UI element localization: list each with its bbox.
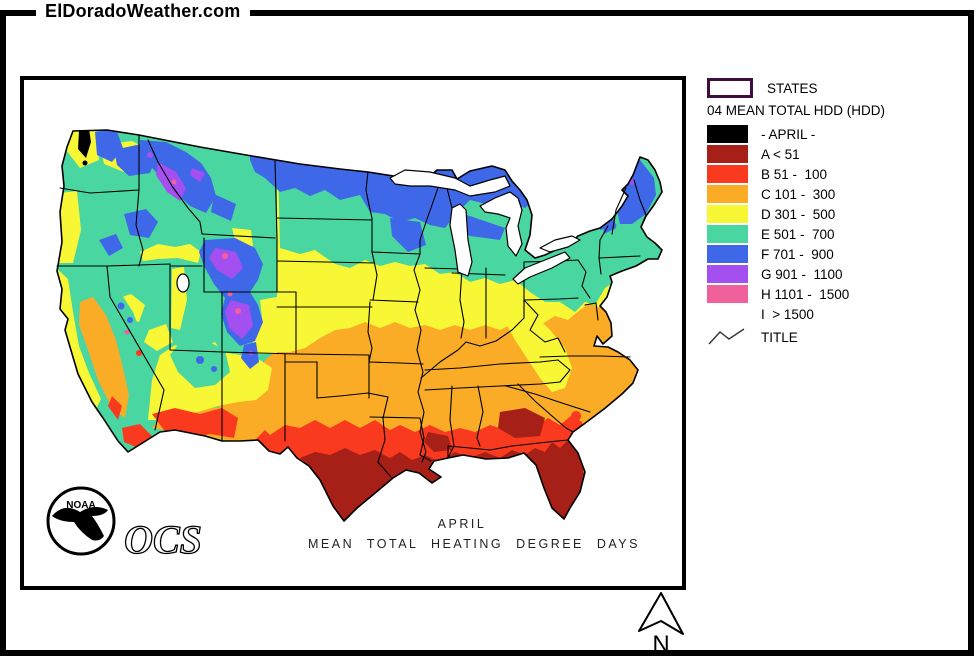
site-title[interactable]: ElDoradoWeather.com — [36, 1, 250, 22]
ocs-logo: OCS — [124, 517, 202, 562]
legend-title-symbol-row: TITLE — [707, 326, 973, 348]
legend-item-label: F 701 - 900 — [761, 246, 834, 262]
legend-item: B 51 - 100 — [707, 164, 973, 184]
legend-item-label: B 51 - 100 — [761, 166, 828, 182]
lake-michigan — [449, 203, 473, 277]
great-lakes — [176, 169, 581, 293]
north-arrow-label: N — [652, 631, 669, 658]
map-caption-title: MEAN TOTAL HEATING DEGREE DAYS — [308, 537, 640, 551]
legend-item-label: H 1101 - 1500 — [761, 286, 850, 302]
legend-title-symbol-label: TITLE — [761, 329, 798, 345]
states-box-icon — [707, 78, 753, 98]
legend-item: G 901 - 1100 — [707, 264, 973, 284]
map-caption-month: APRIL — [438, 517, 487, 531]
legend-title: 04 MEAN TOTAL HDD (HDD) — [707, 103, 886, 118]
legend-item: H 1101 - 1500 — [707, 284, 973, 304]
north-arrow: N — [638, 592, 684, 658]
legend-item-label: A < 51 — [761, 146, 800, 162]
legend-item-label: I > 1500 — [761, 306, 814, 322]
legend-swatch-icon — [707, 205, 748, 223]
page-border-frame — [0, 10, 974, 656]
legend-item-label: C 101 - 300 — [761, 186, 836, 202]
legend-states-row: STATES — [707, 77, 973, 99]
legend-item: D 301 - 500 — [707, 204, 973, 224]
legend-item: F 701 - 900 — [707, 244, 973, 264]
legend: STATES 04 MEAN TOTAL HDD (HDD) - APRIL -… — [707, 77, 973, 348]
us-outline — [56, 129, 663, 522]
legend-item: - APRIL - — [707, 124, 973, 144]
legend-swatch-icon — [707, 145, 748, 163]
title-line-icon — [708, 328, 745, 345]
lake-ontario — [539, 235, 581, 253]
legend-swatch-icon — [707, 305, 748, 323]
legend-swatch-icon — [707, 125, 748, 143]
legend-item-label: D 301 - 500 — [761, 206, 836, 222]
legend-swatch-icon — [707, 285, 748, 303]
map-color-zones — [57, 130, 662, 521]
legend-swatch-icon — [707, 225, 748, 243]
legend-item-label: - APRIL - — [761, 126, 816, 142]
legend-swatch-icon — [707, 265, 748, 283]
great-salt-lake — [176, 273, 190, 293]
legend-swatch-icon — [707, 165, 748, 183]
legend-items: - APRIL - A < 51 B 51 - 100 C 101 - 300 D 30… — [707, 124, 973, 324]
legend-item: E 501 - 700 — [707, 224, 973, 244]
lake-erie — [512, 251, 571, 285]
lake-superior — [389, 169, 511, 197]
legend-swatch-icon — [707, 185, 748, 203]
noaa-bird-icon — [52, 506, 108, 541]
noaa-logo: NOAA — [46, 486, 116, 556]
legend-item-label: G 901 - 1100 — [761, 266, 843, 282]
legend-item: I > 1500 — [707, 304, 973, 324]
state-borders — [56, 134, 647, 478]
noaa-logo-text: NOAA — [66, 500, 95, 511]
lake-huron — [479, 191, 523, 257]
legend-swatch-icon — [707, 245, 748, 263]
states-label: STATES — [767, 80, 818, 96]
legend-item: A < 51 — [707, 144, 973, 164]
legend-item-label: E 501 - 700 — [761, 226, 835, 242]
legend-item: C 101 - 300 — [707, 184, 973, 204]
